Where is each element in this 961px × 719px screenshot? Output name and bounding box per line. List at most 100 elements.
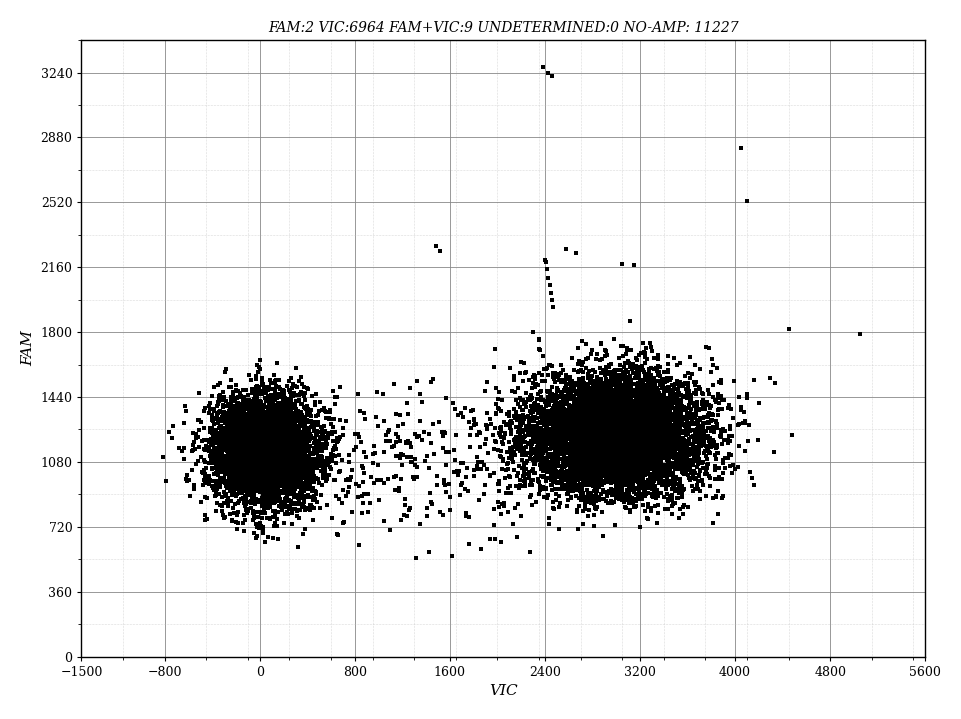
Point — [553, 412, 568, 423]
Point — [650, 398, 665, 409]
Point — [469, 452, 484, 463]
Point — [272, 446, 287, 457]
Point — [653, 418, 668, 429]
Point — [613, 448, 628, 459]
Point — [620, 434, 635, 446]
Point — [269, 485, 284, 497]
Point — [267, 431, 283, 442]
Point — [250, 454, 265, 465]
Point — [267, 450, 283, 462]
Point — [709, 439, 725, 451]
Point — [586, 458, 602, 470]
Point — [296, 449, 311, 461]
Point — [628, 468, 643, 480]
Point — [576, 446, 591, 458]
Point — [247, 483, 262, 495]
Point — [297, 403, 312, 414]
Point — [600, 463, 615, 475]
Point — [552, 421, 567, 433]
Point — [672, 401, 687, 413]
Point — [638, 390, 653, 402]
Point — [256, 451, 271, 462]
Point — [193, 497, 209, 508]
Point — [628, 419, 644, 431]
Point — [506, 386, 522, 398]
Point — [624, 464, 639, 476]
Point — [651, 417, 666, 429]
Point — [610, 410, 626, 421]
Point — [651, 462, 666, 473]
Point — [610, 436, 626, 448]
Point — [645, 396, 660, 408]
Point — [244, 491, 259, 503]
Point — [606, 432, 622, 444]
Point — [546, 503, 561, 515]
Point — [216, 436, 232, 448]
Point — [266, 479, 282, 490]
Point — [547, 429, 562, 441]
Point — [659, 412, 675, 423]
Point — [308, 472, 324, 483]
Point — [279, 403, 294, 414]
Point — [278, 483, 293, 495]
Point — [690, 404, 705, 416]
Point — [652, 361, 667, 372]
Point — [632, 455, 648, 467]
Point — [628, 424, 644, 436]
Point — [645, 400, 660, 411]
Point — [574, 425, 589, 436]
Point — [400, 435, 415, 446]
Point — [618, 467, 633, 478]
Point — [652, 457, 667, 468]
Point — [491, 403, 506, 415]
Point — [576, 471, 591, 482]
Point — [288, 465, 304, 477]
Point — [257, 431, 272, 443]
Point — [567, 440, 582, 452]
Point — [625, 422, 640, 434]
Point — [245, 462, 260, 474]
Point — [615, 421, 630, 432]
Point — [605, 424, 621, 436]
Point — [202, 470, 217, 482]
Point — [590, 383, 605, 394]
Point — [219, 421, 234, 433]
Point — [262, 405, 278, 416]
Point — [639, 466, 654, 477]
Point — [245, 453, 260, 464]
Point — [666, 450, 681, 462]
Point — [541, 395, 556, 406]
Point — [281, 423, 296, 435]
Point — [401, 408, 416, 419]
Point — [645, 416, 660, 428]
Point — [628, 418, 643, 430]
Point — [527, 382, 542, 393]
Point — [606, 366, 622, 377]
Point — [580, 418, 596, 429]
Point — [643, 398, 658, 410]
Point — [565, 424, 580, 436]
Point — [634, 413, 650, 424]
Point — [264, 401, 280, 413]
Point — [654, 422, 670, 434]
Point — [580, 449, 596, 461]
Point — [575, 471, 590, 482]
Point — [698, 341, 713, 352]
Point — [579, 479, 595, 490]
Point — [599, 463, 614, 475]
Point — [220, 496, 235, 508]
Point — [522, 479, 537, 490]
Point — [539, 426, 554, 438]
Point — [607, 400, 623, 412]
Point — [557, 467, 573, 479]
Point — [269, 429, 284, 441]
Point — [591, 393, 606, 404]
Point — [267, 460, 283, 472]
Point — [623, 378, 638, 390]
Point — [248, 436, 263, 448]
Point — [273, 470, 288, 482]
Point — [590, 400, 605, 411]
Point — [274, 397, 289, 408]
Point — [653, 431, 668, 442]
Point — [260, 459, 276, 470]
